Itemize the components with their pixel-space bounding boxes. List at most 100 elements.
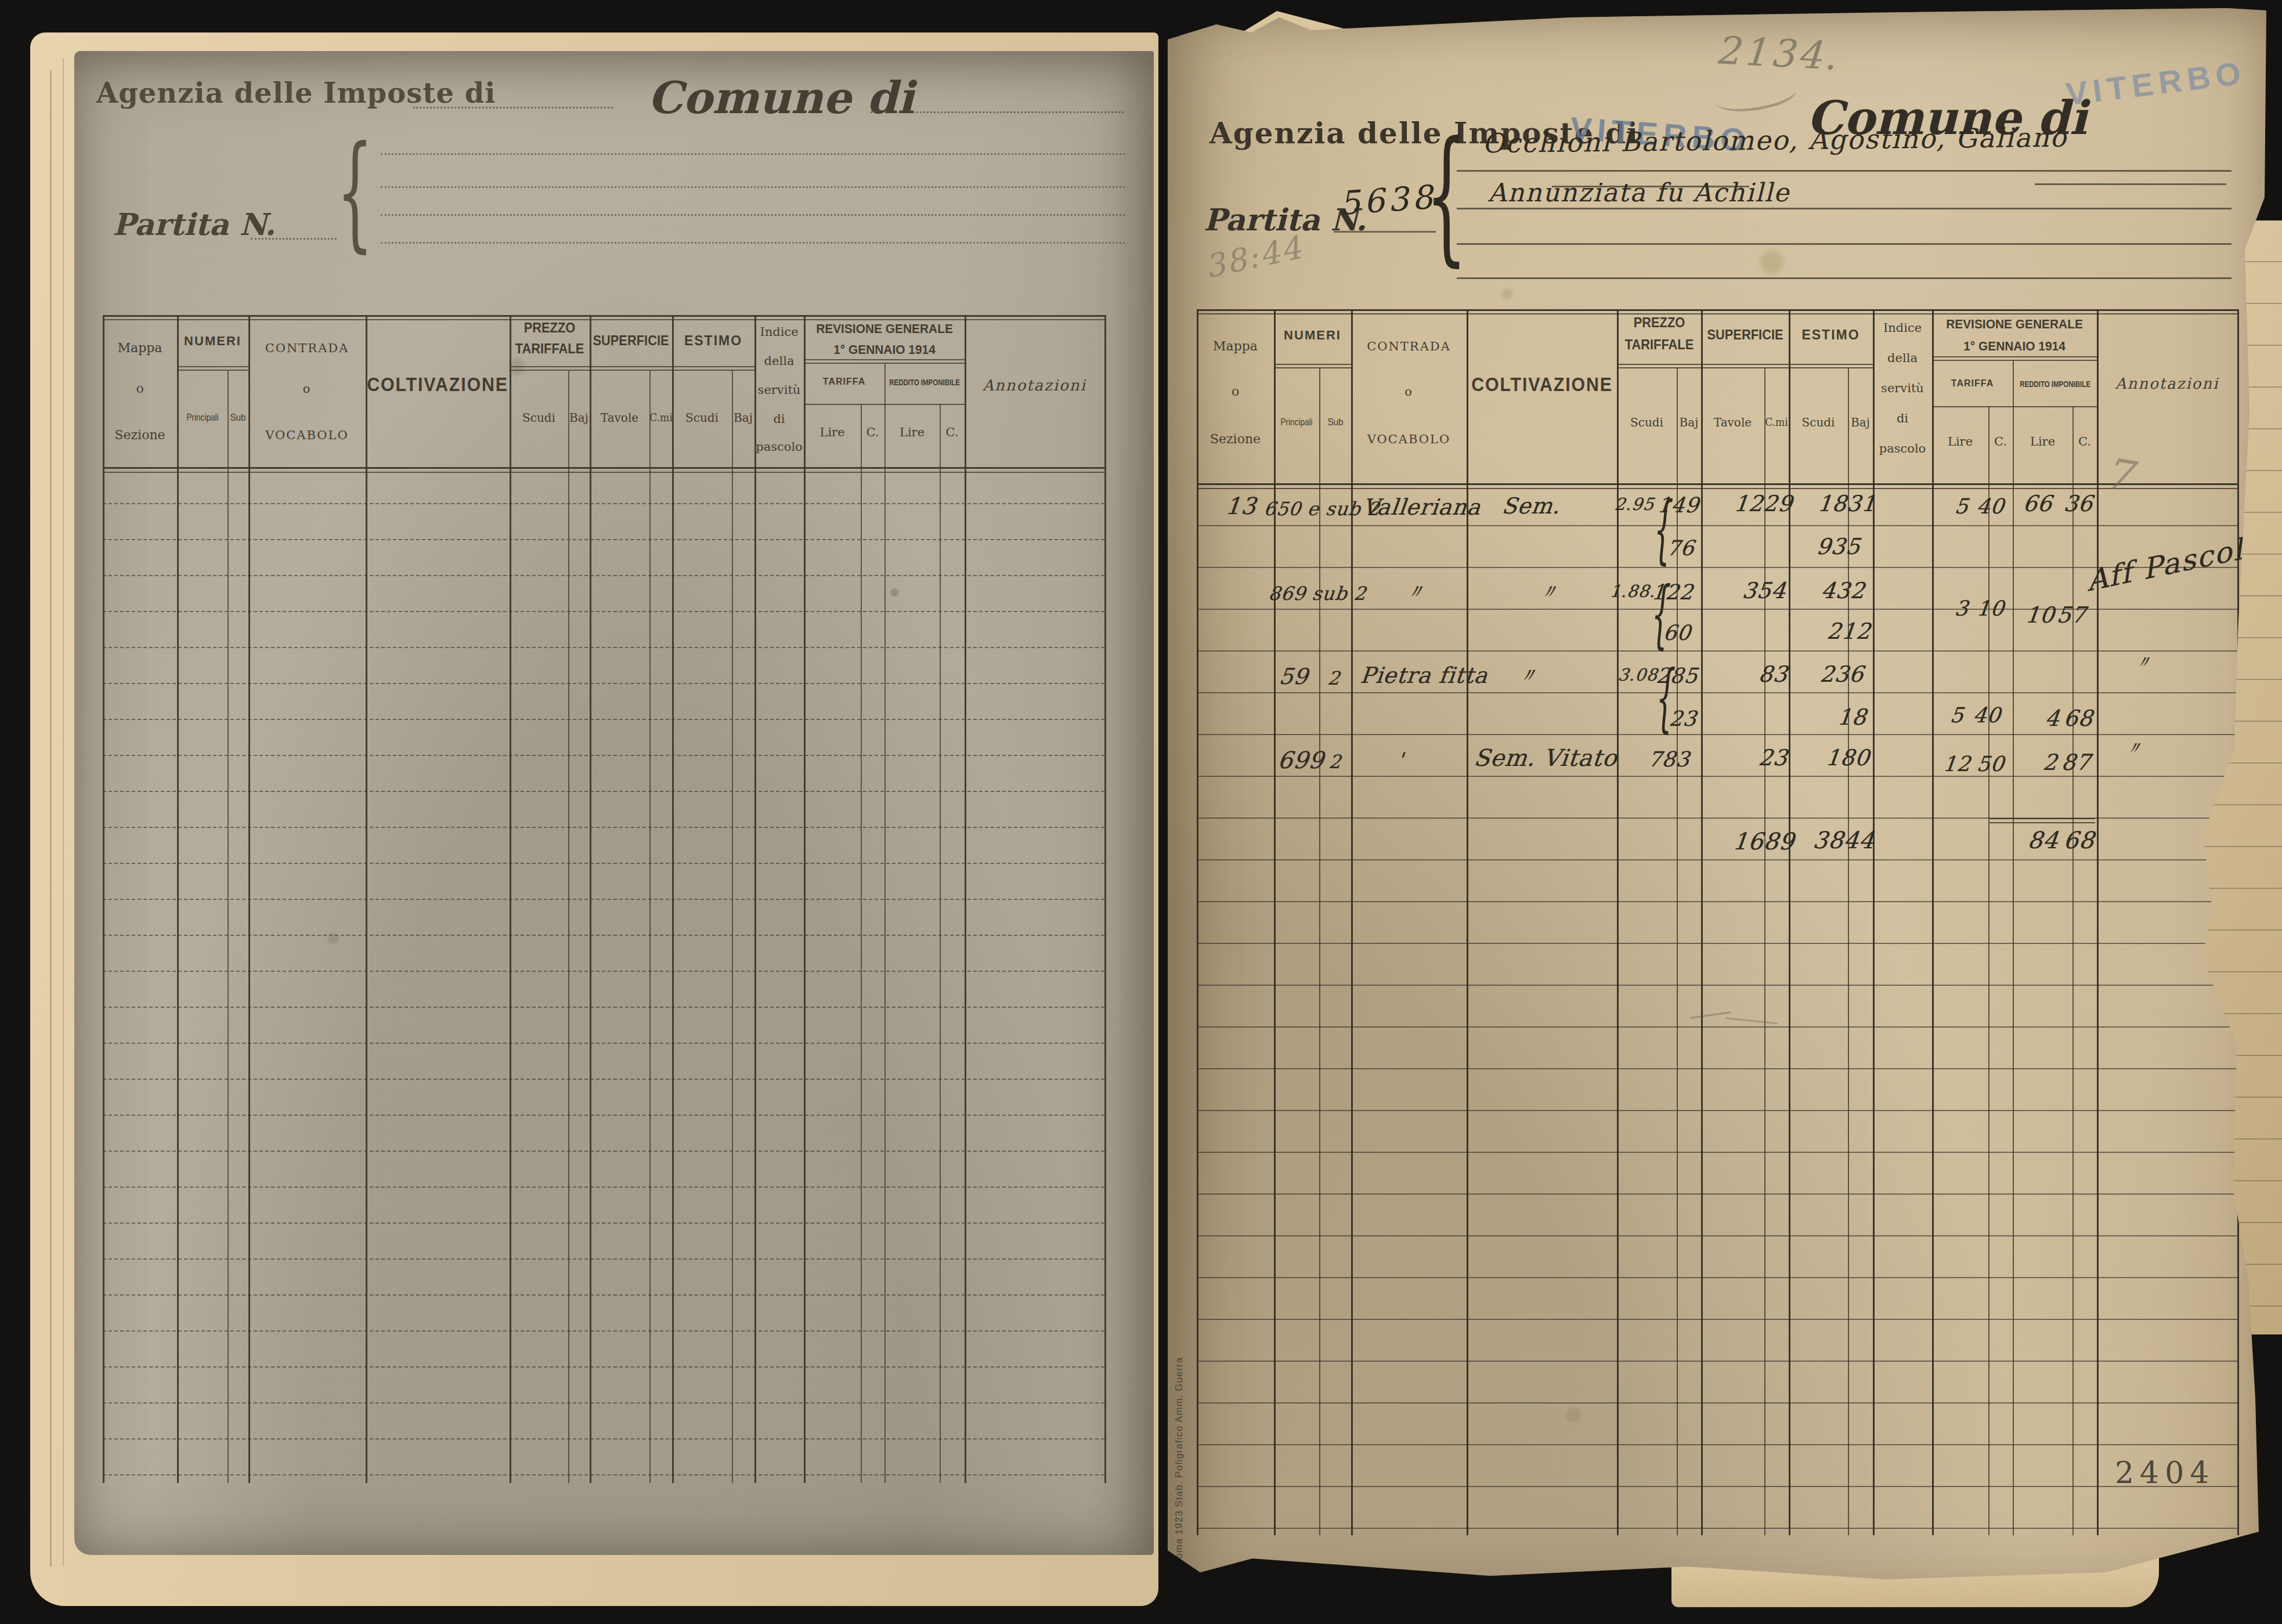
handwritten-entry: 2.95 [1613,494,1655,514]
header-label: della [764,354,795,368]
handwritten-entry: 87 [2060,750,2092,775]
header-label: C.mi [649,411,673,424]
table-row-line [103,1366,1104,1368]
header-label: Baj [734,411,753,425]
table-row-line [103,755,1104,756]
header-label: Principali [186,412,218,424]
page-number-stamp: 2404 [2115,1455,2215,1490]
handwritten-entry: 〃 [2133,650,2154,674]
totals-rule-a [1989,818,2095,819]
table-row-line [103,1007,1104,1008]
table-rule-top2 [103,319,1104,320]
header-label: di [773,412,785,426]
header-label: o [303,382,312,396]
handwritten-entry: 〃 [2124,736,2144,760]
header-label: COLTIVAZIONE [367,374,508,396]
handwritten-entry: 84 [2027,827,2060,853]
table-row-line [103,1402,1104,1404]
table-column-line [940,404,941,1483]
table-row-line [103,503,1104,504]
table-row-line [103,899,1104,900]
table-rule-sub [510,370,754,371]
table-rule-money [804,404,965,405]
handwritten-entry: 59 [1278,664,1310,689]
table-row-line [103,827,1104,828]
table-row-line [103,1043,1104,1044]
header-label: servitù [758,383,801,397]
handwritten-entry: 5 [1954,494,1970,518]
table-rule-sub [177,370,248,371]
table-column-line [884,364,886,1483]
handwritten-entry: 212 [1826,619,1872,644]
header-label: pascolo [756,440,803,454]
header-label: TARIFFA [823,377,865,387]
header-label: Lire [819,425,844,439]
table-row-line [103,1258,1104,1260]
handwritten-entry: Sem. [1501,493,1562,519]
table-row-line [103,1438,1104,1439]
left-page: Agenzia delle Imposte di Comune di Parti… [74,51,1154,1555]
table-rule-sub [510,366,754,367]
handwritten-entry: 783 [1647,747,1691,771]
handwritten-entry: Pietra fitta [1359,663,1489,688]
left-stack-hairline-1 [50,70,52,1567]
handwritten-entry: 3844 [1812,827,1876,853]
handwritten-entry: 3 [1954,596,1970,620]
table-row-line [103,575,1104,576]
header-label: C. [866,425,879,439]
header-label: REDDITO IMPONIBILE [889,378,960,387]
left-stack-hairline-2 [63,58,64,1567]
table-row-line [103,1151,1104,1152]
handwritten-entry: 66 [2022,491,2054,516]
handwritten-entry: 4 [2044,706,2061,731]
handwritten-entry: Sem. Vitato [1473,744,1619,771]
handwritten-entry: 180 [1825,745,1871,771]
handwritten-entry: 10 [2024,602,2056,628]
table-column-line [568,371,569,1483]
table-column-line [861,404,862,1483]
header-label: CONTRADA [265,341,349,355]
table-rule-rev [804,363,965,364]
table-row-line [103,791,1104,792]
table-row-line [103,1330,1104,1332]
handwritten-entry: ' [1396,748,1405,771]
table-row-line [103,683,1104,684]
header-label: PREZZO [524,320,576,336]
header-label: Sezione [114,428,165,442]
table-column-line [732,371,733,1483]
handwritten-entry: 3.08 [1617,665,1659,685]
handwritten-entry: 2 [1328,751,1342,773]
table-row-line [103,1294,1104,1296]
handwritten-entry: 10 [1976,596,2006,620]
handwritten-entries: 13650 e sub 2VallerianaSem.2.95149122918… [1165,6,2268,1607]
table-row-line [103,611,1104,612]
table-rule-sub [177,366,248,367]
handwritten-entry: 40 [1972,703,2002,727]
header-label: Annotazioni [983,377,1086,394]
handwritten-entry: 40 [1976,494,2006,518]
header-label: REVISIONE GENERALE [816,321,953,337]
handwritten-entry: 〃 [1404,578,1428,605]
handwritten-entry: 57 [2056,602,2088,628]
header-label: Baj [569,411,588,425]
handwritten-entry: 699 [1277,747,1326,773]
table-row-line [103,935,1104,936]
table-row-line [103,1115,1104,1116]
header-label: Scudi [685,411,718,425]
header-label: ESTIMO [684,333,742,349]
handwritten-entry: 68 [2063,706,2095,731]
handwritten-entry: 1229 [1733,491,1794,516]
handwritten-entry: 5 [1949,703,1965,727]
header-label: NUMERI [184,334,241,349]
table-column-line [649,371,651,1483]
handwritten-brace: { [1649,571,1669,657]
header-label: 1° GENNAIO 1914 [833,342,936,357]
handwritten-entry: 12 [1942,752,1972,776]
table-row-line [103,1222,1104,1224]
table-rule-hdrbot [103,467,1104,469]
handwritten-entry: 68 [2063,827,2096,853]
handwritten-entry: 236 [1819,661,1865,687]
handwritten-entry: 83 [1757,661,1789,687]
table-column-line [1104,315,1106,1483]
handwritten-entry: 2 [1327,667,1341,689]
